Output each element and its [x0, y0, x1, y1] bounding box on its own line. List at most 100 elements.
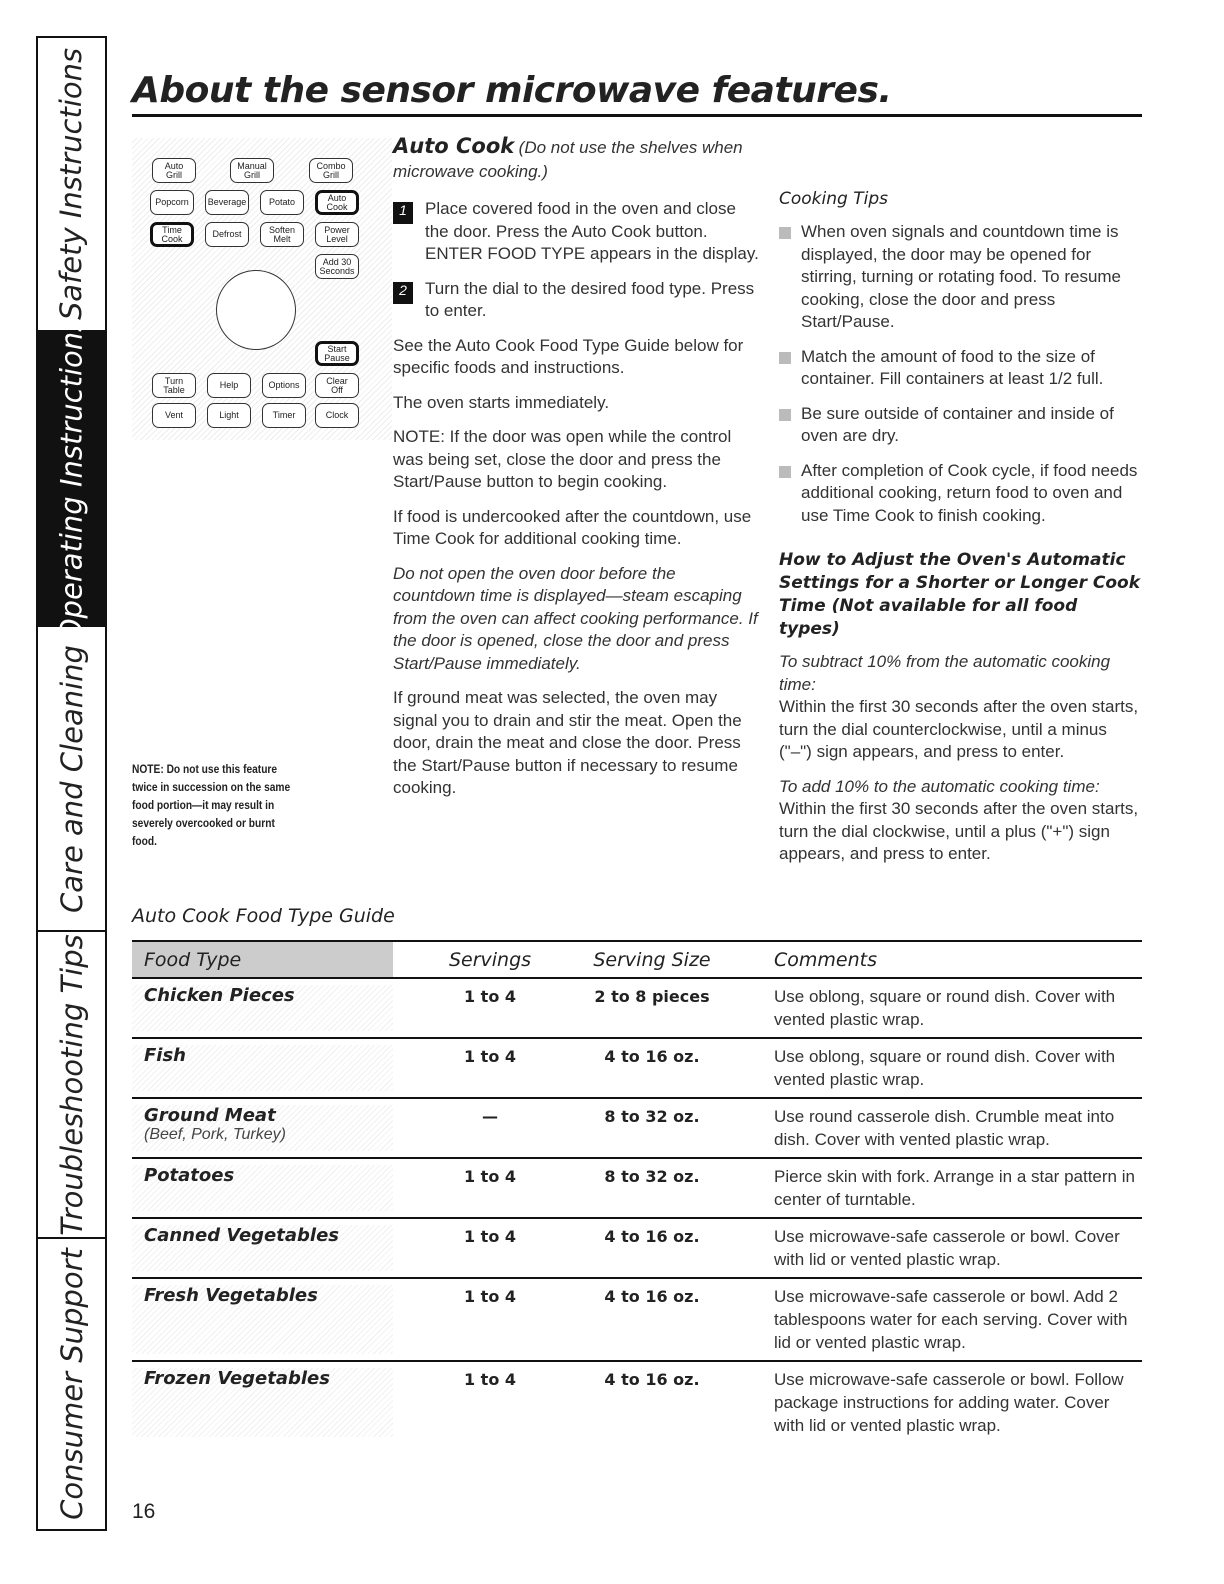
comments-cell: Use microwave-safe casserole or bowl. Ad…: [774, 1287, 1128, 1352]
bullet-icon: [779, 408, 791, 421]
panel-button: Defrost: [205, 222, 249, 247]
comments-cell: Use microwave-safe casserole or bowl. Co…: [774, 1227, 1120, 1269]
serving-size-cell: 8 to 32 oz.: [604, 1107, 700, 1126]
bullet-icon: [779, 465, 791, 478]
subtract-text: Within the first 30 seconds after the ov…: [779, 697, 1139, 761]
servings-cell: 1 to 4: [463, 1047, 517, 1066]
adjust-heading: How to Adjust the Oven's Automatic Setti…: [779, 550, 1141, 639]
tip-item: After completion of Cook cycle, if food …: [779, 460, 1142, 528]
sidebar-tab-label: Care and Cleaning: [54, 644, 89, 913]
food-type-cell: Canned Vegetables: [132, 1225, 393, 1271]
step-1: Place covered food in the oven and close…: [425, 199, 759, 263]
panel-button: Vent: [152, 403, 196, 428]
food-name: Ground Meat: [144, 1105, 276, 1126]
bullet-icon: [779, 351, 791, 364]
panel-button: Help: [207, 373, 251, 398]
bullet-icon: [779, 227, 791, 239]
comments-cell: Pierce skin with fork. Arrange in a star…: [774, 1167, 1135, 1209]
servings-cell: —: [482, 1107, 498, 1126]
add-subheading: To add 10% to the automatic cooking time…: [779, 776, 1100, 796]
sidebar-tab-label: Operating Instructions: [54, 316, 89, 641]
table-row: Frozen Vegetables 1 to 4 4 to 16 oz. Use mi…: [132, 1362, 1142, 1443]
sidebar-tab-label: Troubleshooting Tips: [54, 933, 89, 1236]
sidebar-tab[interactable]: Troubleshooting Tips: [38, 932, 105, 1239]
food-type-cell: Chicken Pieces: [132, 985, 393, 1031]
paragraph: If food is undercooked after the countdo…: [393, 506, 752, 549]
panel-button: Popcorn: [150, 190, 194, 215]
table-row: Fish 1 to 4 4 to 16 oz. Use oblong, square …: [132, 1039, 1142, 1099]
tip-text: After completion of Cook cycle, if food …: [801, 460, 1138, 525]
food-type-cell: Potatoes: [132, 1165, 393, 1211]
servings-cell: 1 to 4: [463, 1287, 517, 1306]
servings-cell: 1 to 4: [463, 1370, 517, 1389]
food-subtitle: (Beef, Pork, Turkey): [144, 1126, 286, 1143]
auto-cook-heading: Auto Cook: [393, 134, 515, 158]
food-type-cell: Fish: [132, 1045, 393, 1091]
food-name: Chicken Pieces: [144, 985, 295, 1006]
sidebar-tab-label: Safety Instructions: [54, 47, 89, 321]
sidebar-tab[interactable]: Consumer Support: [38, 1239, 105, 1529]
step-number: 2: [393, 281, 413, 304]
panel-button: Combo Grill: [309, 158, 353, 183]
table-header: Food Type Servings Serving Size Comments: [132, 942, 1142, 979]
dial-knob: [216, 270, 296, 350]
tip-text: Match the amount of food to the size of …: [801, 346, 1104, 389]
panel-button: Clear Off: [315, 373, 359, 398]
paragraph: If ground meat was selected, the oven ma…: [393, 688, 742, 797]
table-row: Potatoes 1 to 4 8 to 32 oz. Pierce skin wit…: [132, 1159, 1142, 1219]
panel-note: NOTE: Do not use this feature twice in s…: [132, 762, 291, 848]
panel-button: Add 30 Seconds: [315, 254, 359, 279]
add-text: Within the first 30 seconds after the ov…: [779, 799, 1139, 863]
food-type-guide-table: Food Type Servings Serving Size Comments…: [132, 940, 1142, 1443]
page-number: 16: [132, 1500, 156, 1523]
comments-cell: Use round casserole dish. Crumble meat i…: [774, 1107, 1115, 1149]
panel-button: Potato: [260, 190, 304, 215]
food-type-cell: Ground Meat (Beef, Pork, Turkey): [132, 1105, 393, 1151]
tips-section: Cooking Tips When oven signals and count…: [779, 188, 1142, 878]
panel-button: Light: [207, 403, 251, 428]
comments-cell: Use oblong, square or round dish. Cover …: [774, 1047, 1116, 1089]
auto-cook-subheading: (Do not use the shelves when microwave c…: [393, 138, 743, 181]
cooking-tips-heading: Cooking Tips: [779, 189, 888, 209]
panel-button: Soften Melt: [260, 222, 304, 247]
food-name: Potatoes: [144, 1165, 235, 1186]
panel-button: Timer: [262, 403, 306, 428]
tip-text: Be sure outside of container and inside …: [801, 403, 1114, 446]
subtract-subheading: To subtract 10% from the automatic cooki…: [779, 652, 1111, 694]
serving-size-cell: 4 to 16 oz.: [604, 1370, 700, 1389]
panel-button: Manual Grill: [230, 158, 274, 183]
header-serving-size: Serving Size: [593, 948, 711, 971]
tip-item: Match the amount of food to the size of …: [779, 346, 1142, 391]
sidebar-tab[interactable]: Care and Cleaning: [38, 627, 105, 932]
food-type-cell: Fresh Vegetables: [132, 1285, 393, 1354]
panel-button: Turn Table: [152, 373, 196, 398]
panel-button: Clock: [315, 403, 359, 428]
page-title: About the sensor microwave features.: [132, 70, 892, 111]
sidebar-tab-label: Consumer Support: [54, 1248, 89, 1520]
food-name: Fresh Vegetables: [144, 1285, 318, 1306]
food-name: Frozen Vegetables: [144, 1368, 330, 1389]
panel-button: Options: [262, 373, 306, 398]
tip-item: Be sure outside of container and inside …: [779, 403, 1142, 448]
food-name: Canned Vegetables: [144, 1225, 339, 1246]
food-name: Fish: [144, 1045, 186, 1066]
warning-paragraph: Do not open the oven door before the cou…: [393, 563, 758, 673]
servings-cell: 1 to 4: [463, 1227, 517, 1246]
sidebar-tab[interactable]: Safety Instructions: [38, 38, 105, 332]
panel-button: Start Pause: [315, 341, 359, 366]
note-paragraph: NOTE: If the door was open while the con…: [393, 427, 732, 491]
serving-size-cell: 4 to 16 oz.: [604, 1287, 700, 1306]
tip-text: When oven signals and countdown time is …: [801, 222, 1122, 331]
sidebar-tab[interactable]: Operating Instructions: [38, 316, 105, 641]
guide-title: Auto Cook Food Type Guide: [132, 905, 395, 927]
comments-cell: Use microwave-safe casserole or bowl. Fo…: [774, 1370, 1124, 1435]
table-row: Canned Vegetables 1 to 4 4 to 16 oz. Use mi…: [132, 1219, 1142, 1279]
panel-button: Beverage: [205, 190, 249, 215]
paragraph: See the Auto Cook Food Type Guide below …: [393, 335, 744, 378]
table-row: Fresh Vegetables 1 to 4 4 to 16 oz. Use mic…: [132, 1279, 1142, 1362]
control-panel-illustration: Auto Grill Manual Grill Combo Grill Popcorn…: [132, 138, 392, 440]
panel-button: Power Level: [315, 222, 359, 247]
step-number: 1: [393, 202, 413, 224]
comments-cell: Use oblong, square or round dish. Cover …: [774, 987, 1116, 1029]
servings-cell: 1 to 4: [463, 1167, 517, 1186]
